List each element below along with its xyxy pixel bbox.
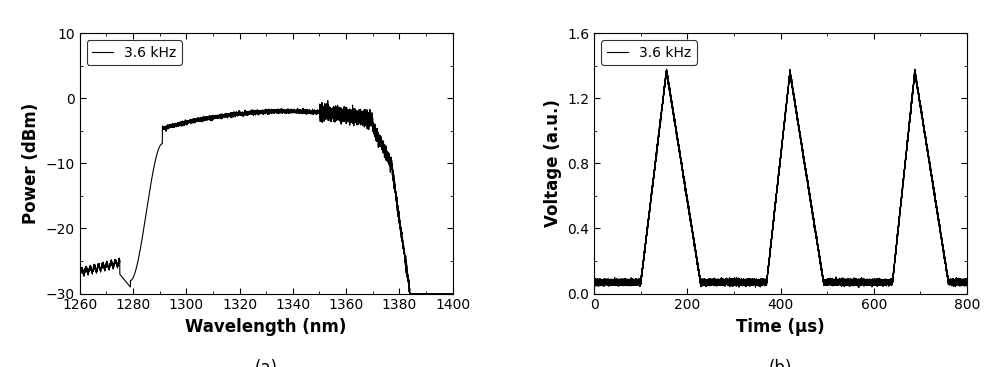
Legend: 3.6 kHz: 3.6 kHz (601, 40, 697, 65)
3.6 kHz (826, 279, 837, 283)
3.6 kHz (759, 282, 771, 287)
3.6 kHz (404, 292, 416, 297)
3.6 kHz (781, 98, 793, 102)
3.6 kHz (909, 67, 921, 71)
3.6 kHz (868, 280, 880, 284)
3.6 kHz (447, 291, 459, 296)
Text: (b): (b) (769, 359, 793, 367)
Line: 3.6 kHz: 3.6 kHz (80, 101, 453, 294)
3.6 kHz (93, 263, 105, 268)
3.6 kHz (370, 130, 382, 134)
3.6 kHz (852, 286, 864, 290)
X-axis label: Time (μs): Time (μs) (737, 318, 825, 336)
3.6 kHz (699, 282, 711, 286)
3.6 kHz (608, 280, 620, 285)
3.6 kHz (322, 98, 334, 103)
3.6 kHz (961, 280, 973, 284)
X-axis label: Wavelength (nm): Wavelength (nm) (185, 318, 347, 336)
Text: (a): (a) (254, 359, 278, 367)
3.6 kHz (588, 278, 600, 283)
3.6 kHz (350, 109, 362, 113)
Y-axis label: Power (dBm): Power (dBm) (22, 103, 40, 224)
3.6 kHz (208, 115, 220, 120)
Y-axis label: Voltage (a.u.): Voltage (a.u.) (543, 99, 561, 227)
Line: 3.6 kHz: 3.6 kHz (594, 69, 967, 288)
3.6 kHz (74, 275, 86, 280)
3.6 kHz (294, 110, 306, 115)
Legend: 3.6 kHz: 3.6 kHz (87, 40, 182, 65)
3.6 kHz (311, 110, 323, 115)
